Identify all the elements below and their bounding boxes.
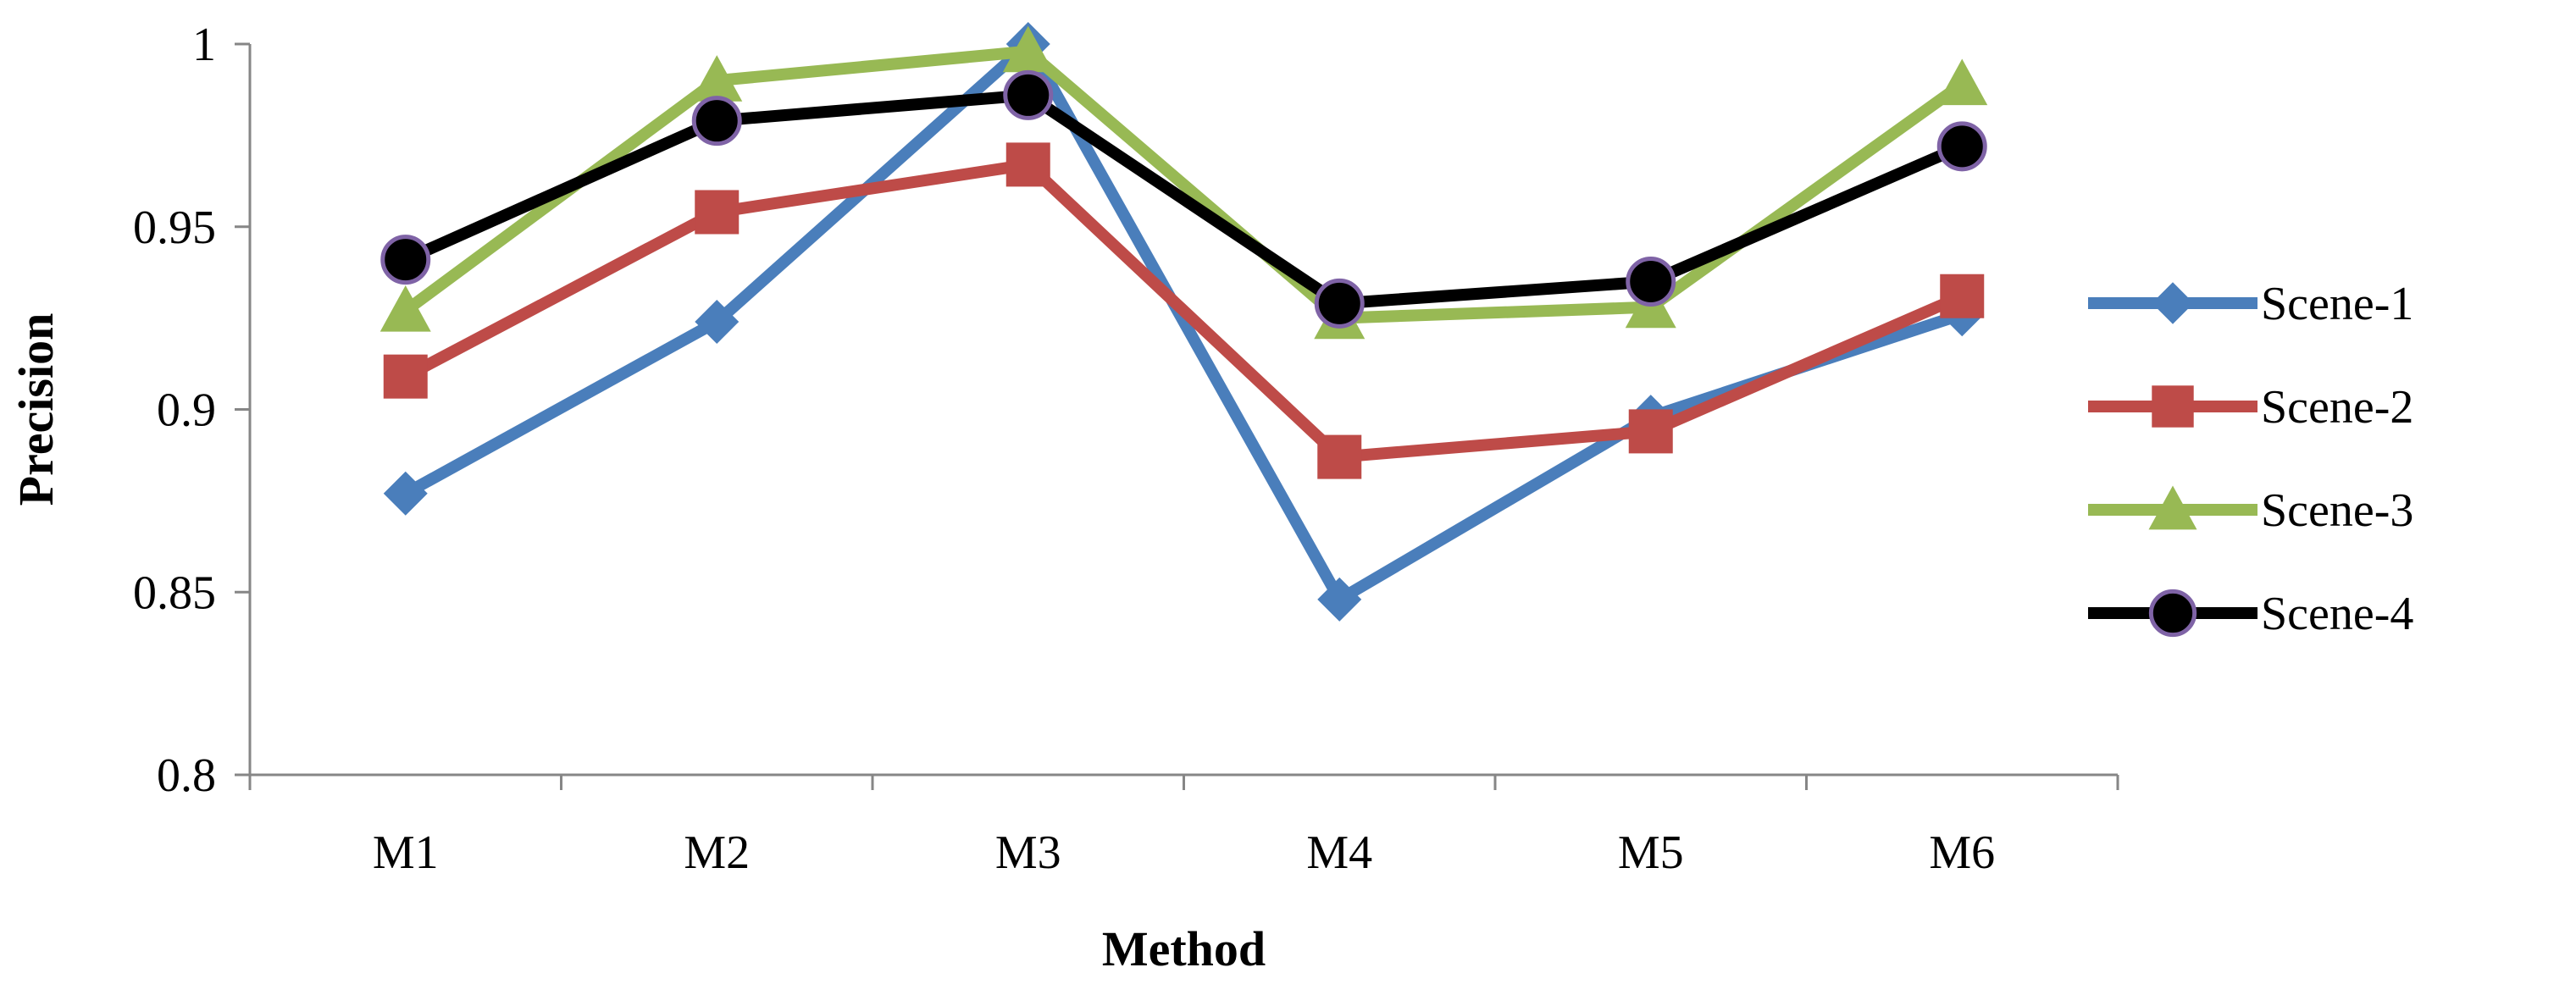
- legend-label: Scene-4: [2261, 588, 2413, 640]
- triangle-marker: [1002, 25, 1054, 73]
- square-marker: [383, 354, 428, 399]
- x-tick-label: M2: [684, 826, 750, 879]
- triangle-marker: [2148, 485, 2197, 530]
- circle-marker: [380, 235, 431, 285]
- x-tick-label: M4: [1306, 826, 1372, 879]
- legend-item: Scene-2: [2088, 381, 2413, 434]
- square-marker: [1940, 274, 1985, 318]
- square-marker: [695, 190, 740, 235]
- x-tick-label: M3: [995, 826, 1061, 879]
- square-marker: [2152, 385, 2194, 428]
- series-line: [399, 158, 1969, 463]
- circle-marker: [1314, 278, 1365, 329]
- diamond-marker: [1317, 577, 1362, 622]
- series-line: [399, 89, 1969, 310]
- diamond-marker: [695, 299, 740, 344]
- legend-item: Scene-1: [2088, 278, 2413, 330]
- triangle-marker: [1936, 58, 1988, 106]
- series-line: [399, 45, 1969, 324]
- axes: [248, 44, 2118, 777]
- x-tick-label: M5: [1618, 826, 1684, 879]
- triangle-marker: [691, 55, 743, 102]
- y-tick-label: 1: [192, 19, 216, 71]
- legend-item: Scene-3: [2088, 484, 2413, 537]
- y-tick-label: 0.85: [133, 567, 216, 619]
- series-scene-1: [383, 22, 1985, 622]
- circle-marker: [1936, 121, 1987, 172]
- legend-label: Scene-3: [2261, 484, 2413, 537]
- y-tick-label: 0.8: [157, 749, 216, 802]
- y-tick-label: 0.95: [133, 202, 216, 254]
- series-line: [399, 38, 1969, 605]
- legend-label: Scene-1: [2261, 278, 2413, 330]
- circle-marker: [1003, 69, 1054, 120]
- series-layer: [379, 22, 1988, 622]
- triangle-marker: [379, 285, 431, 332]
- circle-marker: [1626, 256, 1676, 307]
- diamond-marker: [2152, 282, 2194, 324]
- square-marker: [1628, 409, 1673, 454]
- legend-item: Scene-4: [2088, 588, 2413, 640]
- series-scene-3: [379, 25, 1988, 340]
- circle-marker: [2148, 589, 2197, 638]
- x-axis-title: Method: [1102, 921, 1266, 976]
- series-scene-2: [383, 142, 1985, 479]
- legend: Scene-1 Scene-2 Scene-3 Scene-4: [2088, 278, 2413, 640]
- y-axis-title: Precision: [8, 313, 64, 506]
- y-tick-label: 0.9: [157, 384, 216, 437]
- x-tick-label: M1: [373, 826, 439, 879]
- x-tick-label: M6: [1929, 826, 1995, 879]
- square-marker: [1317, 434, 1362, 479]
- x-ticks: M1 M2 M3 M4 M5 M6: [248, 775, 2119, 879]
- diamond-marker: [383, 471, 428, 516]
- legend-label: Scene-2: [2261, 381, 2413, 434]
- series-scene-4: [380, 69, 1987, 329]
- y-ticks: 0.8 0.85 0.9 0.95 1: [133, 19, 250, 802]
- circle-marker: [691, 96, 742, 146]
- square-marker: [1005, 142, 1050, 187]
